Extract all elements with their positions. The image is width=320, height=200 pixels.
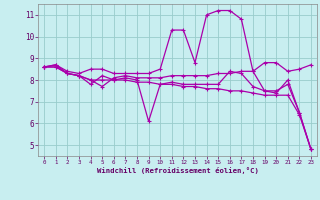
X-axis label: Windchill (Refroidissement éolien,°C): Windchill (Refroidissement éolien,°C)	[97, 167, 259, 174]
